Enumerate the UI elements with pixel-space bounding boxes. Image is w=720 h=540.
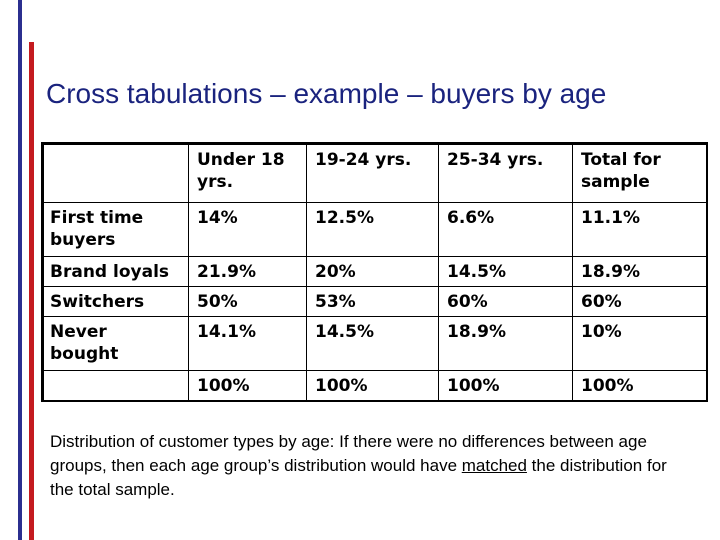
table-cell: 11.1% [572,202,707,257]
left-blue-bar [18,0,22,540]
table-row: Brand loyals 21.9% 20% 14.5% 18.9% [43,256,707,287]
table-row: First time buyers 14% 12.5% 6.6% 11.1% [43,202,707,257]
table-cell: 100% [572,370,707,401]
row-label: Never bought [43,316,189,371]
header-cell-under-18: Under 18 yrs. [188,144,307,203]
table-cell: 14.1% [188,316,307,371]
row-label [43,370,189,401]
header-cell-empty [43,144,189,203]
table-cell: 10% [572,316,707,371]
caption-text: Distribution of customer types by age: I… [50,430,690,502]
table-cell: 100% [306,370,439,401]
caption-part-1: Distribution of customer types by age: I… [50,432,647,476]
table-row: Never bought 14.1% 14.5% 18.9% 10% [43,316,707,371]
table-cell: 53% [306,286,439,317]
table-cell: 21.9% [188,256,307,287]
table-cell: 12.5% [306,202,439,257]
header-cell-19-24: 19-24 yrs. [306,144,439,203]
slide-title: Cross tabulations – example – buyers by … [46,78,607,109]
header-cell-25-34: 25-34 yrs. [438,144,573,203]
header-cell-total: Total for sample [572,144,707,203]
table-header-row: Under 18 yrs. 19-24 yrs. 25-34 yrs. Tota… [43,144,707,203]
table-cell: 50% [188,286,307,317]
cross-tab-table-frame: Under 18 yrs. 19-24 yrs. 25-34 yrs. Tota… [41,142,708,402]
table-cell: 14.5% [306,316,439,371]
table-cell: 6.6% [438,202,573,257]
table-cell: 20% [306,256,439,287]
table-cell: 100% [438,370,573,401]
left-red-bar [29,42,34,540]
table-cell: 14% [188,202,307,257]
cross-tab-table: Under 18 yrs. 19-24 yrs. 25-34 yrs. Tota… [43,144,707,401]
table-cell: 60% [438,286,573,317]
table-cell: 14.5% [438,256,573,287]
row-label: Switchers [43,286,189,317]
caption-underlined-word: matched [461,456,527,476]
table-cell: 18.9% [438,316,573,371]
table-cell: 60% [572,286,707,317]
table-row: Switchers 50% 53% 60% 60% [43,286,707,317]
table-total-row: 100% 100% 100% 100% [43,370,707,401]
row-label: Brand loyals [43,256,189,287]
caption-part-2: the distribution for the total sample. [50,456,667,500]
table-cell: 100% [188,370,307,401]
table-cell: 18.9% [572,256,707,287]
row-label: First time buyers [43,202,189,257]
